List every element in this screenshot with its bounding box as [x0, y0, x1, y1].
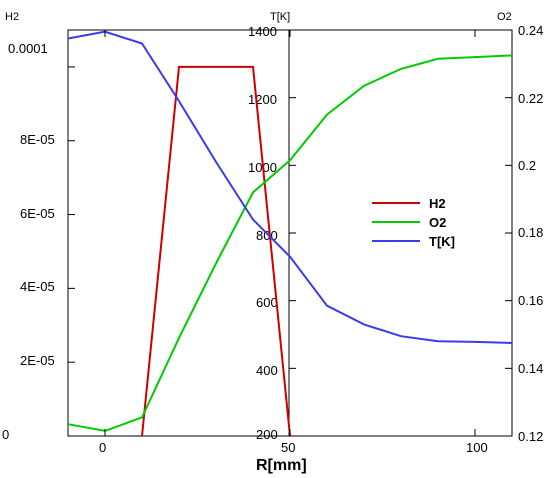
right-tick-label: 0.12: [518, 429, 543, 444]
tick-layer: [68, 29, 512, 437]
series-line-o2: [67, 54, 513, 432]
middle-tick-label: 400: [256, 363, 278, 378]
middle-axis-title: T[K]: [270, 11, 290, 23]
right-tick-label: 0.14: [518, 361, 543, 376]
left-tick-label: 4E-05: [20, 279, 55, 294]
left-tick-label: 2E-05: [20, 353, 55, 368]
series-layer: [67, 30, 513, 437]
right-tick-label: 0.16: [518, 293, 543, 308]
middle-tick-label: 600: [256, 295, 278, 310]
right-tick-label: 0.24: [518, 23, 543, 38]
left-tick-label: 0: [2, 427, 9, 442]
legend-label-h2: H2: [429, 196, 446, 211]
right-axis-title: O2: [497, 11, 512, 23]
series-line-tk: [67, 30, 513, 344]
x-axis-title: R[mm]: [256, 457, 307, 474]
series-line-h2: [141, 65, 291, 437]
middle-tick-label: 1400: [248, 24, 277, 39]
x-tick-label: 0: [99, 440, 106, 455]
right-tick-label: 0.18: [518, 225, 543, 240]
left-tick-label: 6E-05: [20, 206, 55, 221]
x-tick-label: 100: [466, 440, 488, 455]
legend-label-tk: T[K]: [429, 234, 455, 249]
middle-tick-label: 200: [256, 427, 278, 442]
x-tick-label: 50: [281, 440, 295, 455]
right-tick-label: 0.22: [518, 91, 543, 106]
left-tick-label: 0.0001: [8, 41, 48, 56]
left-axis-title: H2: [5, 11, 19, 23]
legend: H2 O2 T[K]: [372, 196, 455, 249]
left-tick-label: 8E-05: [20, 132, 55, 147]
legend-label-o2: O2: [429, 215, 446, 230]
middle-tick-label: 1200: [248, 92, 277, 107]
right-tick-label: 0.2: [518, 158, 536, 173]
